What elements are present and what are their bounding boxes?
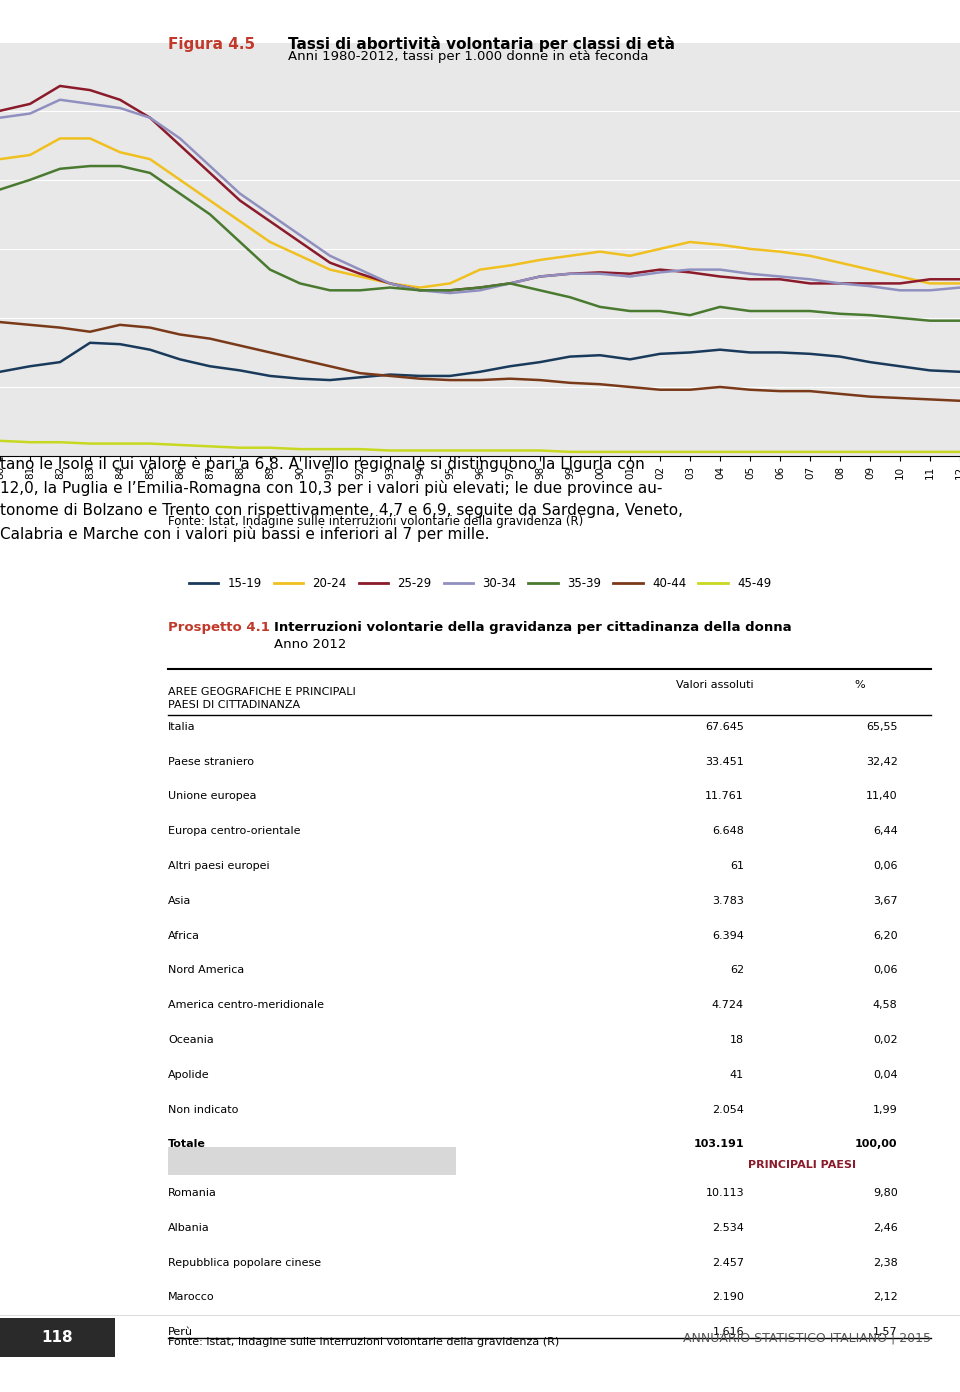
Text: Non indicato: Non indicato — [168, 1105, 238, 1115]
Text: 0,06: 0,06 — [873, 966, 898, 976]
Text: 2.190: 2.190 — [712, 1293, 744, 1303]
Text: 6.394: 6.394 — [712, 931, 744, 941]
Text: 11.761: 11.761 — [706, 792, 744, 802]
Text: 32,42: 32,42 — [866, 757, 898, 767]
Text: Altri paesi europei: Altri paesi europei — [168, 862, 270, 871]
Text: 18: 18 — [730, 1036, 744, 1045]
Text: %: % — [853, 681, 865, 690]
Text: 2,38: 2,38 — [873, 1258, 898, 1268]
Text: 65,55: 65,55 — [866, 722, 898, 732]
Text: Anni 1980-2012, tassi per 1.000 donne in età feconda: Anni 1980-2012, tassi per 1.000 donne in… — [288, 50, 649, 63]
Text: Albania: Albania — [168, 1224, 209, 1233]
Text: Romania: Romania — [168, 1189, 217, 1199]
Text: 2,46: 2,46 — [873, 1224, 898, 1233]
Text: 100,00: 100,00 — [855, 1140, 898, 1150]
Text: Unione europea: Unione europea — [168, 792, 256, 802]
Text: Prospetto 4.1: Prospetto 4.1 — [168, 621, 270, 635]
Text: Totale: Totale — [168, 1140, 205, 1150]
Text: Perù: Perù — [168, 1328, 193, 1338]
Text: Repubblica popolare cinese: Repubblica popolare cinese — [168, 1258, 322, 1268]
Text: 9,80: 9,80 — [873, 1189, 898, 1199]
Text: 4,58: 4,58 — [873, 1001, 898, 1011]
Text: Marocco: Marocco — [168, 1293, 215, 1303]
Text: 61: 61 — [730, 862, 744, 871]
Text: 6,20: 6,20 — [873, 931, 898, 941]
Text: 1,99: 1,99 — [873, 1105, 898, 1115]
Text: Fonte: Istat, Indagine sulle interruzioni volontarie della gravidenza (R): Fonte: Istat, Indagine sulle interruzion… — [168, 515, 584, 529]
Text: 2.054: 2.054 — [712, 1105, 744, 1115]
Text: AREE GEOGRAFICHE E PRINCIPALI
PAESI DI CITTADINANZA: AREE GEOGRAFICHE E PRINCIPALI PAESI DI C… — [168, 688, 356, 710]
Text: 2.534: 2.534 — [712, 1224, 744, 1233]
Text: 2.457: 2.457 — [712, 1258, 744, 1268]
Text: Italia: Italia — [168, 722, 196, 732]
Text: 3,67: 3,67 — [873, 896, 898, 906]
Text: 4.724: 4.724 — [712, 1001, 744, 1011]
Text: PRINCIPALI PAESI: PRINCIPALI PAESI — [748, 1160, 855, 1169]
Text: Interruzioni volontarie della gravidanza per cittadinanza della donna: Interruzioni volontarie della gravidanza… — [274, 621, 791, 635]
Text: Apolide: Apolide — [168, 1070, 209, 1080]
Text: 33.451: 33.451 — [706, 757, 744, 767]
Text: 1.616: 1.616 — [712, 1328, 744, 1338]
Text: Anno 2012: Anno 2012 — [274, 638, 346, 651]
Text: 2,12: 2,12 — [873, 1293, 898, 1303]
Text: 11,40: 11,40 — [866, 792, 898, 802]
Text: tano le Isole il cui valore è pari a 6,8. A livello regionale si distinguono la : tano le Isole il cui valore è pari a 6,8… — [0, 457, 683, 541]
Text: 0,02: 0,02 — [873, 1036, 898, 1045]
Text: Africa: Africa — [168, 931, 200, 941]
Text: Nord America: Nord America — [168, 966, 244, 976]
Text: Tassi di abortività volontaria per classi di età: Tassi di abortività volontaria per class… — [288, 36, 675, 52]
Text: ANNUARIO STATISTICO ITALIANO | 2015: ANNUARIO STATISTICO ITALIANO | 2015 — [684, 1331, 931, 1345]
Text: 10.113: 10.113 — [706, 1189, 744, 1199]
Text: 1,57: 1,57 — [873, 1328, 898, 1338]
Text: Figura 4.5: Figura 4.5 — [168, 36, 255, 52]
Text: 6.648: 6.648 — [712, 827, 744, 837]
Text: Paese straniero: Paese straniero — [168, 757, 254, 767]
Text: Valori assoluti: Valori assoluti — [677, 681, 754, 690]
Text: 41: 41 — [730, 1070, 744, 1080]
Text: 6,44: 6,44 — [873, 827, 898, 837]
Text: 3.783: 3.783 — [712, 896, 744, 906]
Legend: 15-19, 20-24, 25-29, 30-34, 35-39, 40-44, 45-49: 15-19, 20-24, 25-29, 30-34, 35-39, 40-44… — [184, 572, 776, 596]
Text: Europa centro-orientale: Europa centro-orientale — [168, 827, 300, 837]
Text: 67.645: 67.645 — [706, 722, 744, 732]
Text: 0,04: 0,04 — [873, 1070, 898, 1080]
Text: Oceania: Oceania — [168, 1036, 214, 1045]
Text: 118: 118 — [42, 1331, 73, 1345]
Text: 62: 62 — [730, 966, 744, 976]
Text: Asia: Asia — [168, 896, 191, 906]
Text: Fonte: Istat, Indagine sulle interruzioni volontarie della gravidenza (R): Fonte: Istat, Indagine sulle interruzion… — [168, 1336, 560, 1346]
Text: America centro-meridionale: America centro-meridionale — [168, 1001, 324, 1011]
Text: 0,06: 0,06 — [873, 862, 898, 871]
Text: 103.191: 103.191 — [693, 1140, 744, 1150]
